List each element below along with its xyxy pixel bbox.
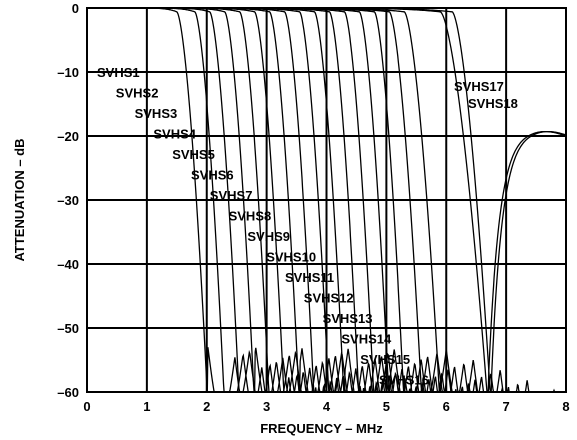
curve-label-svhs15: SVHS15 bbox=[360, 352, 410, 367]
x-axis-title: FREQUENCY – MHz bbox=[260, 421, 383, 436]
y-tick-label: 0 bbox=[72, 1, 79, 16]
curve-label-svhs14: SVHS14 bbox=[341, 332, 392, 347]
y-tick-label: –60 bbox=[57, 385, 79, 400]
y-tick-label: –30 bbox=[57, 193, 79, 208]
x-tick-label: 7 bbox=[503, 399, 510, 414]
curve-label-svhs10: SVHS10 bbox=[266, 250, 316, 265]
curve-labels: SVHS1 SVHS2 SVHS3 SVHS4 SVHS5 SVHS6 SVHS7 SVHS8… bbox=[97, 65, 518, 388]
curve-label-svhs16: SVHS16 bbox=[379, 373, 429, 388]
y-axis-title: ATTENUATION – dB bbox=[12, 138, 27, 261]
y-tick-label: –20 bbox=[57, 129, 79, 144]
x-tick-label: 0 bbox=[83, 399, 90, 414]
curve-label-svhs17: SVHS17 bbox=[454, 79, 504, 94]
x-tick-label: 1 bbox=[143, 399, 150, 414]
curve-label-svhs5: SVHS5 bbox=[172, 147, 215, 162]
y-tick-label: –40 bbox=[57, 257, 79, 272]
x-tick-label: 6 bbox=[443, 399, 450, 414]
curve-label-svhs2: SVHS2 bbox=[116, 86, 159, 101]
curve-label-svhs18: SVHS18 bbox=[468, 96, 518, 111]
curve-label-svhs13: SVHS13 bbox=[323, 311, 373, 326]
x-tick-label: 4 bbox=[323, 399, 331, 414]
curve-label-svhs8: SVHS8 bbox=[229, 209, 272, 224]
x-tick-label: 3 bbox=[263, 399, 270, 414]
curve-label-svhs6: SVHS6 bbox=[191, 168, 234, 183]
curve-label-svhs12: SVHS12 bbox=[304, 291, 354, 306]
curve-label-svhs11: SVHS11 bbox=[285, 270, 334, 285]
curve-label-svhs7: SVHS7 bbox=[210, 188, 253, 203]
x-tick-labels: 0 1 2 3 4 5 6 7 8 bbox=[83, 399, 569, 414]
y-tick-labels: 0 –10 –20 –30 –40 –50 –60 bbox=[57, 1, 79, 400]
curve-label-svhs1: SVHS1 bbox=[97, 65, 140, 80]
x-tick-label: 2 bbox=[203, 399, 210, 414]
grid-lines bbox=[87, 8, 566, 392]
x-tick-label: 8 bbox=[562, 399, 569, 414]
curve-label-svhs4: SVHS4 bbox=[153, 127, 196, 142]
y-tick-label: –50 bbox=[57, 321, 79, 336]
curve-label-svhs9: SVHS9 bbox=[247, 229, 290, 244]
x-tick-label: 5 bbox=[383, 399, 390, 414]
y-tick-label: –10 bbox=[57, 65, 79, 80]
curve-label-svhs3: SVHS3 bbox=[135, 106, 178, 121]
plot-frame bbox=[86, 7, 567, 393]
